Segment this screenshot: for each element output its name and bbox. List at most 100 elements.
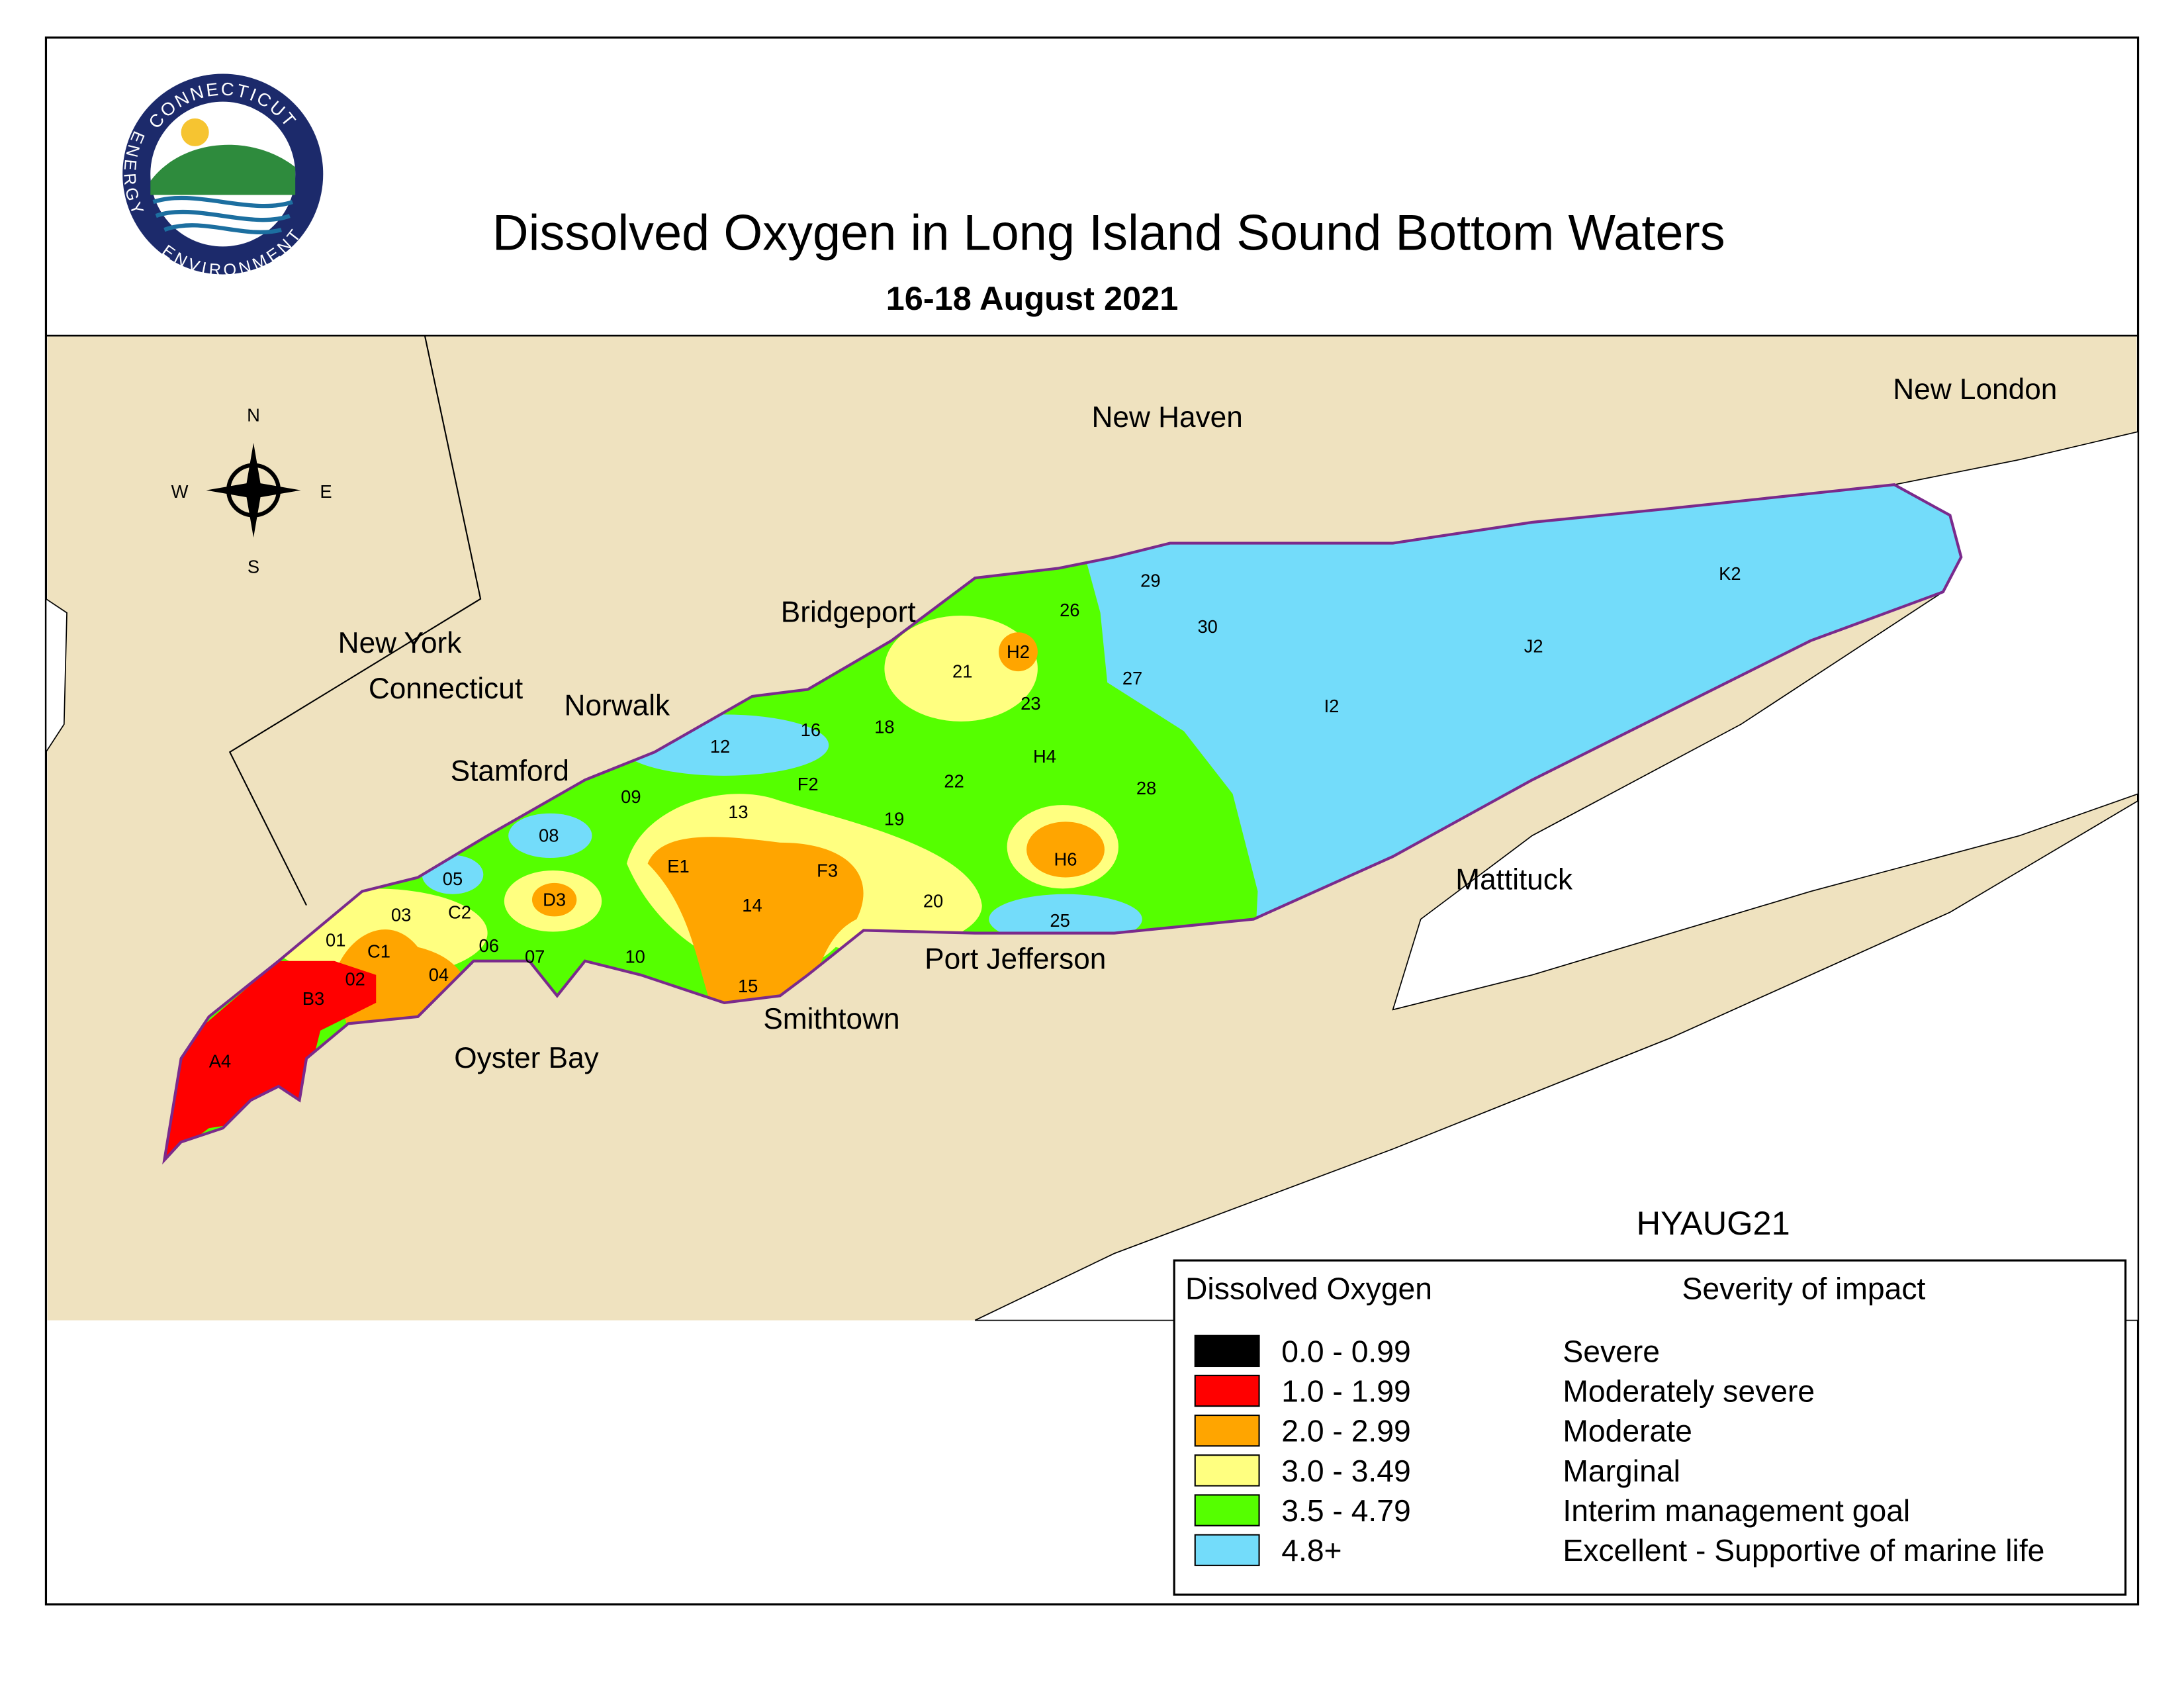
legend-range: 0.0 - 0.99	[1281, 1334, 1411, 1368]
legend-swatch	[1194, 1414, 1260, 1447]
compass: N E S W	[171, 404, 332, 577]
legend-impact: Moderate	[1563, 1414, 1692, 1448]
zone-marginal	[884, 615, 1038, 722]
station-label: 01	[326, 929, 345, 950]
compass-label: N	[247, 404, 260, 425]
legend-range: 3.0 - 3.49	[1281, 1454, 1411, 1488]
place-label: New London	[1893, 373, 2057, 406]
legend-title: Dissolved Oxygen	[1185, 1272, 1432, 1306]
station-label: E1	[667, 856, 689, 876]
compass-label: E	[320, 481, 332, 502]
hudson	[45, 598, 68, 754]
station-label: 22	[944, 771, 964, 792]
station-label: 14	[742, 895, 762, 915]
zone-excellent	[989, 894, 1142, 945]
legend-range: 4.8+	[1281, 1533, 1342, 1568]
station-label: 16	[801, 720, 821, 740]
zone-excellent	[508, 813, 592, 859]
station-label: 29	[1140, 571, 1160, 591]
zone-moderate	[531, 882, 577, 917]
state-border	[228, 335, 482, 906]
station-label: H6	[1054, 849, 1077, 869]
place-label: Stamford	[451, 755, 569, 787]
place-label: New York	[338, 627, 463, 659]
station-label: 09	[621, 786, 641, 807]
legend: Dissolved Oxygen Severity of impact 0.0 …	[1173, 1259, 2127, 1596]
station-label: 20	[923, 891, 943, 912]
station-label: 02	[345, 968, 365, 989]
legend-swatch	[1194, 1494, 1260, 1526]
station-label: K2	[1719, 563, 1741, 584]
place-label: Bridgeport	[781, 596, 916, 629]
legend-swatch	[1194, 1534, 1260, 1566]
zone-moderately-severe	[164, 961, 377, 1160]
station-label: 26	[1060, 600, 1079, 620]
station-label: 28	[1136, 778, 1156, 798]
zone-moderate	[647, 837, 864, 1003]
station-label: 30	[1197, 616, 1217, 637]
station-label: D3	[543, 889, 566, 910]
station-label: 13	[728, 802, 748, 822]
place-label: New Haven	[1091, 401, 1242, 434]
subtitle: 16-18 August 2021	[886, 279, 1179, 317]
legend-impact: Moderately severe	[1563, 1374, 1815, 1408]
legend-impact: Interim management goal	[1563, 1493, 1910, 1528]
compass-label: S	[248, 557, 259, 577]
legend-impact: Severe	[1563, 1334, 1660, 1368]
map-id: HYAUG21	[1637, 1204, 1790, 1242]
station-label: 21	[952, 661, 972, 681]
legend-impact: Marginal	[1563, 1454, 1680, 1488]
legend-swatch	[1194, 1335, 1260, 1368]
place-label: Mattituck	[1455, 863, 1573, 896]
place-label: Connecticut	[369, 673, 523, 705]
station-label: 03	[391, 905, 411, 925]
logo-waves	[152, 195, 293, 234]
station-label: H2	[1007, 641, 1030, 662]
place-labels: New Haven New London Bridgeport New York Con…	[338, 373, 2058, 1074]
compass-ring	[226, 463, 281, 518]
logo-sun	[181, 118, 209, 146]
place-label: Oyster Bay	[454, 1042, 599, 1074]
station-label: C1	[367, 941, 390, 961]
station-label: 08	[539, 825, 559, 846]
station-label: 04	[429, 964, 449, 985]
sound-outline	[162, 483, 1963, 1165]
place-label: Norwalk	[565, 689, 670, 722]
place-label: Port Jefferson	[925, 943, 1106, 975]
station-label: F3	[817, 860, 838, 880]
legend-range: 2.0 - 2.99	[1281, 1414, 1411, 1448]
station-label: 15	[738, 976, 758, 996]
station-label: 25	[1050, 910, 1069, 931]
logo-hills	[150, 144, 296, 195]
station-label: 06	[478, 935, 498, 956]
title: Dissolved Oxygen in Long Island Sound Bo…	[492, 205, 1725, 261]
zone-moderate	[1026, 821, 1105, 878]
legend-range: 1.0 - 1.99	[1281, 1374, 1411, 1408]
station-label: 19	[884, 808, 904, 829]
legend-box	[1173, 1259, 2127, 1596]
compass-label: W	[171, 481, 189, 502]
station-label: 05	[443, 868, 463, 889]
compass-rose	[206, 443, 301, 538]
station-label: A4	[209, 1051, 231, 1072]
legend-swatch	[1194, 1454, 1260, 1487]
station-label: H4	[1033, 746, 1056, 767]
station-label: C2	[448, 902, 471, 922]
legend-impact: Excellent - Supportive of marine life	[1563, 1533, 2044, 1568]
legend-range: 3.5 - 4.79	[1281, 1493, 1411, 1528]
zone-moderate	[998, 632, 1038, 672]
station-label: 10	[625, 947, 645, 967]
station-label: 12	[710, 736, 730, 757]
legend-subtitle: Severity of impact	[1682, 1272, 1926, 1306]
station-label: 27	[1122, 668, 1142, 688]
legend-swatch	[1194, 1374, 1260, 1407]
logo: CONNECTICUT ENERGY ENVIRONMENT	[120, 73, 324, 279]
station-label: J2	[1524, 636, 1543, 657]
place-label: Smithtown	[763, 1003, 899, 1035]
station-label: 18	[874, 717, 894, 737]
station-label: F2	[797, 774, 819, 794]
station-label: B3	[302, 988, 324, 1009]
